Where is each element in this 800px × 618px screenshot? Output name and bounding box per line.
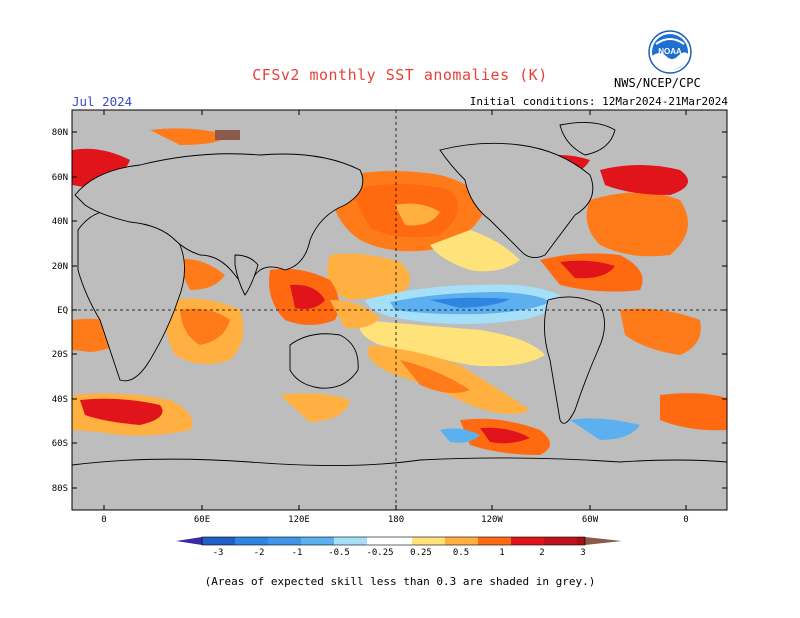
colorbar: -3 -2 -1 -0.5 -0.25 0.25 0.5 1 2 3 — [176, 536, 622, 558]
colorbar-label: 1 — [499, 548, 504, 558]
skill-footnote: (Areas of expected skill less than 0.3 a… — [204, 575, 596, 588]
lon-label: 120W — [481, 515, 503, 525]
antarctica — [72, 457, 727, 510]
lat-label: 60S — [52, 439, 68, 449]
colorbar-left-arrow — [176, 537, 202, 545]
lon-label: 0 — [683, 515, 688, 525]
lat-label: 40S — [52, 395, 68, 405]
lon-label: 120E — [288, 515, 310, 525]
lat-label: 40N — [52, 217, 68, 227]
noaa-logo-text: NOAA — [658, 47, 682, 56]
colorbar-label: 0.25 — [410, 548, 432, 558]
lat-ticks: 80N 60N 40N 20N EQ 20S 40S 60S 80S — [52, 128, 727, 494]
colorbar-label: 2 — [539, 548, 544, 558]
south-america — [544, 296, 605, 424]
india — [234, 254, 259, 296]
lon-label: 60W — [582, 515, 599, 525]
lat-label: 80N — [52, 128, 68, 138]
lat-label: 20N — [52, 262, 68, 272]
anomaly-patches — [72, 128, 727, 455]
lon-label: 180 — [388, 515, 404, 525]
lon-label: 0 — [101, 515, 106, 525]
agency-label: NWS/NCEP/CPC — [614, 76, 701, 90]
map-title: CFSv2 monthly SST anomalies (K) — [252, 66, 548, 84]
lat-label: 80S — [52, 484, 68, 494]
lat-label: 20S — [52, 350, 68, 360]
lon-ticks: 0 60E 120E 180 120W 60W 0 — [101, 110, 689, 525]
colorbar-label: 3 — [580, 548, 585, 558]
greenland — [559, 121, 616, 156]
north-america — [439, 142, 594, 259]
colorbar-label: -2 — [254, 548, 265, 558]
colorbar-label: -0.5 — [328, 548, 350, 558]
valid-month: Jul 2024 — [72, 94, 133, 109]
continents — [72, 121, 727, 510]
colorbar-label: -0.25 — [366, 548, 393, 558]
noaa-logo: NOAA — [648, 30, 692, 74]
lat-label: EQ — [57, 306, 68, 316]
lat-label: 60N — [52, 173, 68, 183]
eurasia — [74, 153, 364, 283]
australia — [289, 333, 359, 389]
colorbar-right-arrow — [585, 537, 622, 545]
colorbar-label: -3 — [213, 548, 224, 558]
initial-conditions: Initial conditions: 12Mar2024-21Mar2024 — [469, 95, 728, 108]
colorbar-label: 0.5 — [453, 548, 469, 558]
colorbar-label: -1 — [292, 548, 303, 558]
lon-label: 60E — [194, 515, 210, 525]
